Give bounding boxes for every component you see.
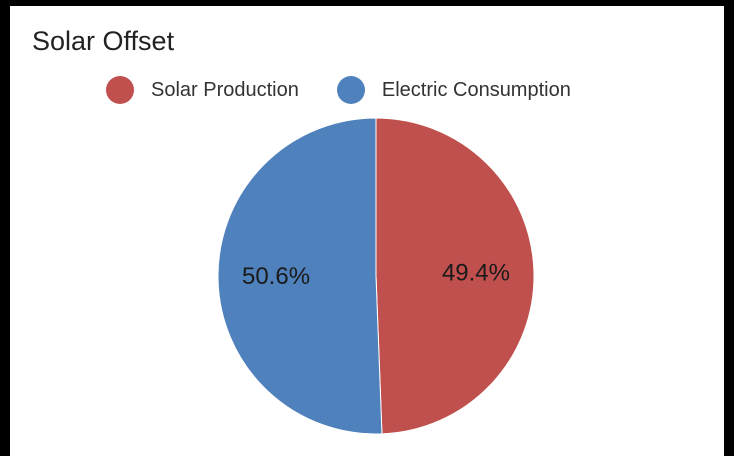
legend: Solar Production Electric Consumption — [106, 76, 609, 104]
chart-title: Solar Offset — [32, 26, 175, 56]
legend-swatch-electric-consumption — [336, 76, 365, 104]
legend-label-electric-consumption: Electric Consumption — [381, 78, 571, 101]
legend-item-solar-production: Solar Production — [106, 76, 299, 104]
pie-slice-solar-production — [375, 117, 535, 435]
legend-label-solar-production: Solar Production — [151, 78, 299, 101]
legend-item-electric-consumption: Electric Consumption — [336, 76, 571, 104]
pie-label-electric-consumption: 50.6% — [242, 263, 310, 290]
chart-frame: Solar Offset Solar Production Electric C… — [10, 6, 724, 456]
pie-chart: 49.4% 50.6% — [217, 117, 535, 435]
legend-swatch-solar-production — [106, 76, 134, 104]
pie-label-solar-production: 49.4% — [442, 259, 510, 286]
pie-slice-electric-consumption — [217, 117, 383, 435]
